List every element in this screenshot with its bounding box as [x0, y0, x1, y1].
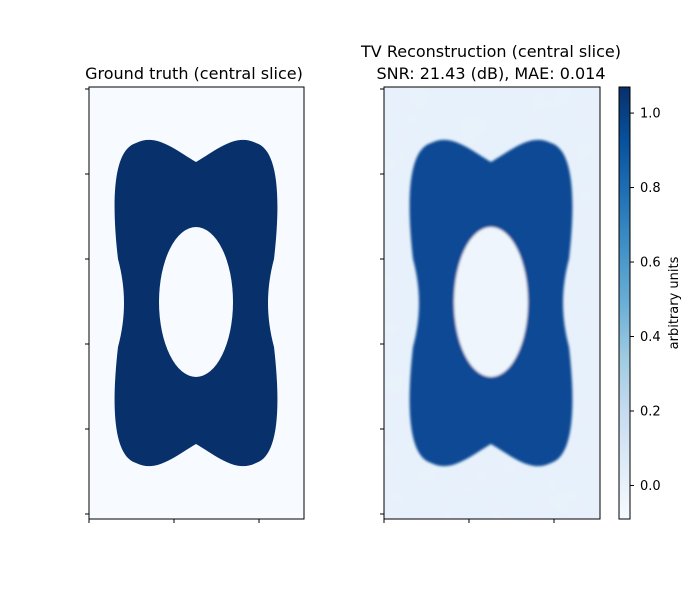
- colorbar-label: arbitrary units: [667, 256, 682, 349]
- colorbar-tick-label-5: 1.0: [640, 107, 661, 122]
- colorbar-frame: [618, 86, 631, 520]
- ground-truth-axes-frame: [88, 86, 305, 520]
- ground-truth-hole: [159, 227, 233, 377]
- colorbar-tick-label-3: 0.6: [640, 256, 661, 271]
- ground-truth-ticks: [85, 88, 260, 523]
- tv-reconstruction-panel: TV Reconstruction (central slice) SNR: 2…: [360, 42, 621, 523]
- tv-reconstruction-title-line1: TV Reconstruction (central slice): [360, 42, 621, 61]
- tv-reconstruction-hole: [454, 227, 528, 377]
- ground-truth-panel: Ground truth (central slice): [85, 64, 305, 523]
- colorbar-tick-label-0: 0.0: [640, 479, 661, 494]
- colorbar-tick-label-4: 0.8: [640, 181, 661, 196]
- colorbar: 0.0 0.2 0.4 0.6 0.8 1.0 arbitrary units: [618, 86, 682, 520]
- colorbar-tick-label-2: 0.4: [640, 330, 661, 345]
- tv-reconstruction-title-line2: SNR: 21.43 (dB), MAE: 0.014: [376, 64, 605, 83]
- tv-reconstruction-ticks: [380, 88, 555, 523]
- colorbar-tick-label-1: 0.2: [640, 405, 661, 420]
- ground-truth-title: Ground truth (central slice): [85, 64, 303, 83]
- tv-reconstruction-axes-frame: [383, 86, 601, 520]
- colorbar-ticks: 0.0 0.2 0.4 0.6 0.8 1.0: [630, 107, 661, 494]
- colorbar-gradient: [619, 87, 630, 519]
